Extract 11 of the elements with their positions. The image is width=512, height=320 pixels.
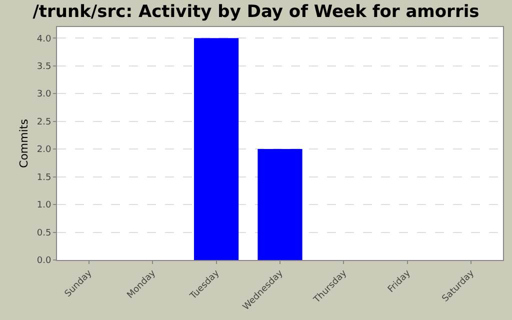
chart-title: /trunk/src: Activity by Day of Week for amorris <box>32 2 480 22</box>
y-tick-label: 4.0 <box>36 34 52 44</box>
y-axis-title: Commits <box>18 118 31 168</box>
y-tick-label: 3.0 <box>36 90 52 100</box>
y-tick-label: 2.0 <box>36 145 52 156</box>
y-tick-label: 3.5 <box>36 62 52 72</box>
y-tick-label: 0.0 <box>36 256 52 266</box>
y-tick-label: 1.0 <box>36 200 52 211</box>
y-tick-label: 0.5 <box>36 228 52 238</box>
y-tick-label: 1.5 <box>36 172 52 183</box>
y-tick-label: 2.5 <box>36 117 52 128</box>
